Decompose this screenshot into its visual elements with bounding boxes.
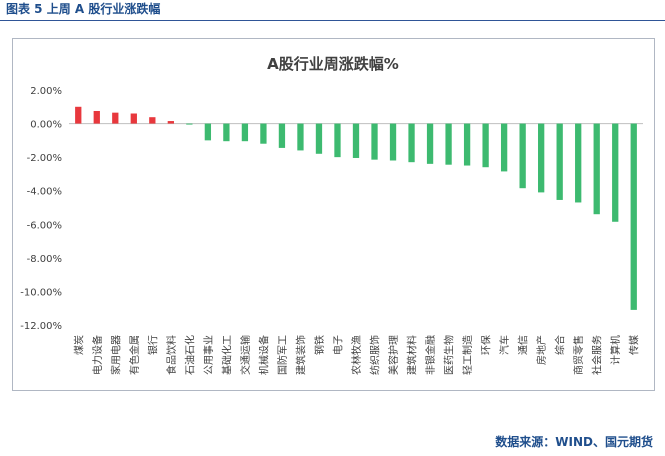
- x-tick-label: 银行: [146, 335, 159, 355]
- x-tick-label: 石油石化: [183, 335, 196, 375]
- x-tick-label: 美容护理: [387, 335, 400, 375]
- x-tick-label: 通信: [518, 335, 530, 355]
- x-tick-label: 房地产: [535, 335, 548, 365]
- bar-chart: A股行业周涨跌幅% 2.00% 0.00% -2.00% -4.00% -6.00% -8…: [20, 55, 643, 375]
- bar: [315, 123, 323, 154]
- bar: [334, 123, 341, 158]
- y-tick-label: 2.00%: [30, 86, 62, 97]
- x-tick-label: 医药生物: [443, 335, 456, 375]
- bar: [186, 123, 193, 125]
- bar: [130, 113, 137, 124]
- bar: [482, 123, 489, 168]
- x-tick-label: 煤炭: [72, 335, 85, 355]
- bar: [408, 123, 415, 163]
- header-divider: [0, 20, 665, 21]
- x-tick-label: 社会服务: [591, 335, 604, 375]
- bar: [297, 123, 304, 151]
- x-tick-label: 食品饮料: [165, 335, 178, 375]
- y-tick-label: -4.00%: [27, 187, 62, 198]
- y-tick-label: -6.00%: [27, 220, 62, 231]
- x-tick-label: 公用事业: [202, 335, 215, 375]
- x-tick-label: 交通运输: [239, 335, 252, 375]
- x-tick-label: 电子: [331, 335, 344, 355]
- x-tick-label: 环保: [480, 335, 493, 355]
- bars: [75, 106, 637, 310]
- bar: [463, 123, 471, 166]
- bar: [612, 123, 619, 222]
- bar: [241, 123, 249, 142]
- bar: [75, 106, 82, 124]
- bar: [223, 123, 230, 142]
- x-tick-label: 综合: [554, 335, 567, 355]
- y-tick-label: -12.00%: [20, 321, 62, 332]
- bar: [445, 123, 452, 165]
- x-tick-label: 基础化工: [220, 335, 233, 375]
- bar: [556, 123, 563, 200]
- x-tick-label: 有色金属: [128, 335, 141, 375]
- x-tick-label: 国防军工: [276, 335, 289, 375]
- x-tick-label: 家用电器: [109, 335, 122, 375]
- y-tick-label: 0.00%: [30, 120, 62, 131]
- bar: [593, 123, 600, 215]
- x-tick-label: 建筑材料: [406, 335, 419, 375]
- x-tick-label: 电力设备: [91, 335, 104, 375]
- x-tick-label: 建筑装饰: [294, 335, 307, 375]
- x-tick-label: 机械设备: [257, 335, 270, 375]
- bar: [278, 123, 286, 148]
- bar: [575, 123, 582, 203]
- y-tick-label: -8.00%: [27, 254, 62, 265]
- bar: [204, 123, 212, 141]
- bar: [538, 123, 545, 193]
- bar: [167, 121, 174, 124]
- bar: [93, 110, 100, 124]
- bar: [500, 123, 508, 172]
- x-tick-label: 轻工制造: [461, 335, 474, 375]
- x-tick-label: 农林牧渔: [350, 335, 363, 375]
- figure-caption: 图表 5 上周 A 股行业涨跌幅: [6, 2, 161, 16]
- x-tick-label: 纺织服饰: [369, 335, 382, 375]
- bar: [426, 123, 434, 164]
- x-tick-label: 非银金融: [424, 335, 437, 375]
- x-tick-label: 汽车: [498, 335, 511, 355]
- data-source: 数据来源：WIND、国元期货: [495, 435, 653, 449]
- chart-frame: A股行业周涨跌幅% 2.00% 0.00% -2.00% -4.00% -6.00% -8…: [12, 38, 655, 391]
- bar: [389, 123, 397, 161]
- x-tick-label: 钢铁: [313, 335, 326, 355]
- bar: [352, 123, 360, 158]
- bar: [630, 123, 637, 310]
- x-tick-label: 计算机: [609, 335, 622, 365]
- bar: [112, 112, 119, 124]
- y-tick-label: -2.00%: [27, 153, 62, 164]
- bar: [519, 123, 526, 189]
- bar: [260, 123, 267, 144]
- x-axis-labels: 煤炭 电力设备 家用电器 有色金属 银行 食品饮料 石油石化 公用事业 基础化工 交通运输 机械设备…: [72, 335, 640, 375]
- bar: [371, 123, 378, 160]
- x-tick-label: 商贸零售: [572, 335, 585, 375]
- x-tick-label: 传媒: [629, 335, 641, 355]
- bar: [149, 117, 156, 124]
- chart-title: A股行业周涨跌幅%: [267, 55, 399, 73]
- y-tick-label: -10.00%: [20, 287, 62, 298]
